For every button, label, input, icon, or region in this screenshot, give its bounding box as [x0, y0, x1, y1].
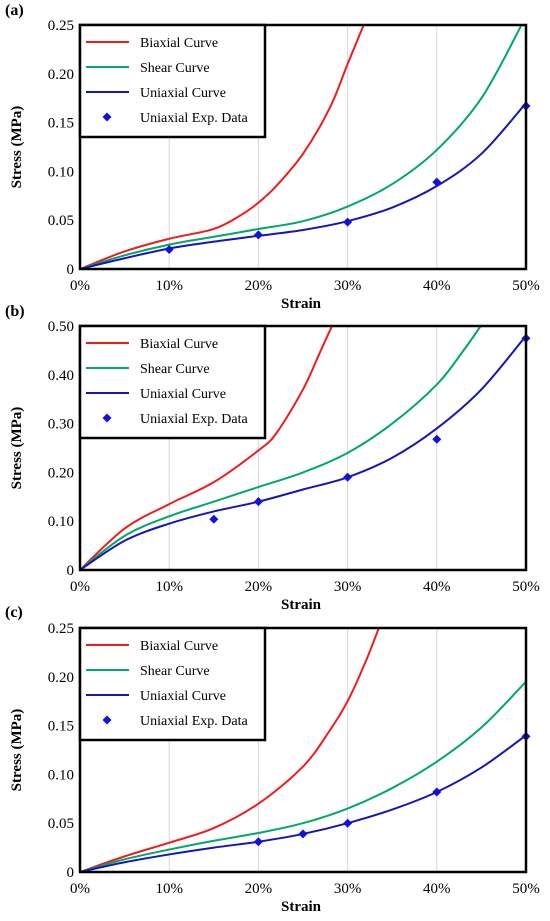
biaxial-curve-line: [80, 25, 365, 269]
plot-area: [80, 326, 526, 570]
x-tick-label: 40%: [423, 579, 451, 595]
y-tick-label: 0.10: [48, 514, 74, 530]
y-tick-label: 0.25: [48, 621, 74, 637]
legend-label: Shear Curve: [140, 61, 210, 76]
x-tick-label: 10%: [155, 881, 183, 897]
exp-data-point: [343, 818, 353, 828]
legend-label: Biaxial Curve: [140, 337, 218, 352]
x-tick-label: 20%: [245, 881, 273, 897]
shear-curve-line: [80, 680, 526, 872]
x-axis-title: Strain: [281, 296, 322, 312]
uniaxial-curve-line: [80, 102, 526, 269]
legend-label: Uniaxial Exp. Data: [140, 412, 248, 427]
biaxial-curve-line: [80, 628, 380, 872]
y-tick-label: 0.10: [48, 767, 74, 783]
y-tick-label: 0.15: [48, 719, 74, 735]
exp-data-point: [343, 217, 353, 227]
x-tick-label: 10%: [155, 579, 183, 595]
legend-label: Uniaxial Curve: [140, 387, 226, 402]
legend-marker: [102, 413, 112, 423]
y-tick-label: 0: [67, 865, 75, 881]
y-tick-label: 0.25: [48, 18, 74, 34]
exp-data-point: [253, 497, 263, 507]
chart-panel: (a) 0 0.05 0.10 0.15 0.20 0.25 0% 10% 20% 30% 40% 50…: [5, 2, 540, 312]
legend-label: Uniaxial Curve: [140, 86, 226, 101]
legend: Biaxial Curve Shear Curve Uniaxial Curve Un…: [78, 23, 267, 139]
y-tick-label: 0: [67, 262, 75, 278]
exp-data-point: [164, 244, 174, 254]
legend-marker: [102, 112, 112, 122]
uniaxial-curve-line: [80, 335, 526, 570]
x-tick-label: 0%: [70, 579, 90, 595]
x-axis-title: Strain: [281, 899, 322, 915]
chart-panel: (c) 0 0.05 0.10 0.15 0.20 0.25 0% 10% 20% 30% 40% 50…: [5, 604, 540, 915]
y-axis-title: Stress (MPa): [9, 709, 25, 792]
x-tick-label: 0%: [70, 278, 90, 294]
exp-data-point: [432, 177, 442, 187]
x-tick-label: 20%: [245, 278, 273, 294]
x-tick-label: 50%: [512, 881, 540, 897]
legend-label: Uniaxial Exp. Data: [140, 714, 248, 729]
chart-panel: (b) 0 0.10 0.20 0.30 0.40 0.50 0% 10% 20% 30% 40% 50…: [5, 303, 540, 613]
y-tick-label: 0.05: [48, 213, 74, 229]
x-tick-label: 30%: [334, 881, 362, 897]
exp-data-point: [343, 472, 353, 482]
y-tick-label: 0.20: [48, 465, 74, 481]
plot-frame: [78, 23, 528, 271]
legend-label: Shear Curve: [140, 664, 210, 679]
exp-data-point: [432, 787, 442, 797]
x-tick-label: 10%: [155, 278, 183, 294]
legend-box: [78, 626, 267, 742]
y-tick-label: 0.30: [48, 417, 74, 433]
legend-label: Biaxial Curve: [140, 639, 218, 654]
biaxial-curve-line: [80, 326, 334, 570]
y-tick-label: 0.20: [48, 670, 74, 686]
y-tick-label: 0.05: [48, 816, 74, 832]
legend-label: Shear Curve: [140, 362, 210, 377]
x-tick-label: 50%: [512, 579, 540, 595]
uniaxial-curve-line: [80, 734, 526, 872]
x-tick-label: 20%: [245, 579, 273, 595]
legend-label: Uniaxial Curve: [140, 689, 226, 704]
x-tick-label: 40%: [423, 278, 451, 294]
legend-box: [78, 23, 267, 139]
shear-curve-line: [80, 326, 482, 570]
x-tick-label: 30%: [334, 278, 362, 294]
exp-data-point: [298, 829, 308, 839]
legend: Biaxial Curve Shear Curve Uniaxial Curve Un…: [78, 324, 267, 440]
y-tick-label: 0.10: [48, 164, 74, 180]
legend-marker: [102, 715, 112, 725]
shear-curve-line: [80, 25, 523, 269]
legend: Biaxial Curve Shear Curve Uniaxial Curve Un…: [78, 626, 267, 742]
plot-frame: [78, 626, 528, 874]
y-axis-title: Stress (MPa): [9, 407, 25, 490]
legend-box: [78, 324, 267, 440]
x-tick-label: 30%: [334, 579, 362, 595]
exp-data-point: [253, 837, 263, 847]
panel-label: (c): [5, 604, 23, 621]
y-tick-label: 0.40: [48, 368, 74, 384]
exp-data-point: [432, 434, 442, 444]
y-tick-label: 0.20: [48, 67, 74, 83]
legend-label: Biaxial Curve: [140, 36, 218, 51]
x-tick-label: 50%: [512, 278, 540, 294]
y-tick-label: 0.50: [48, 319, 74, 335]
y-tick-label: 0: [67, 563, 75, 579]
x-axis-title: Strain: [281, 597, 322, 613]
y-tick-label: 0.15: [48, 116, 74, 132]
x-tick-label: 0%: [70, 881, 90, 897]
exp-data-point: [209, 514, 219, 524]
panel-label: (b): [5, 303, 25, 320]
exp-data-point: [253, 230, 263, 240]
legend-label: Uniaxial Exp. Data: [140, 111, 248, 126]
panel-label: (a): [5, 2, 24, 19]
plot-frame: [78, 324, 528, 572]
x-tick-label: 40%: [423, 881, 451, 897]
y-axis-title: Stress (MPa): [9, 106, 25, 189]
plot-area: [80, 25, 526, 269]
